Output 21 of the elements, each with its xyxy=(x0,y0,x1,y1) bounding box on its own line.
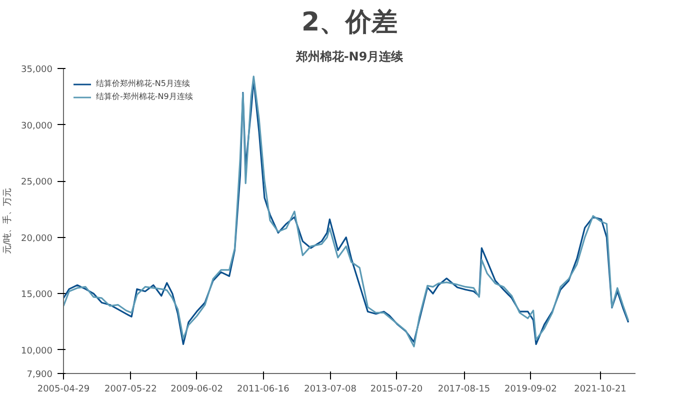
legend-label: 结算价郑州棉花-N5月连续 xyxy=(96,78,190,89)
y-tick-label: 35,000 xyxy=(21,65,53,75)
chart-title: 2、价差 xyxy=(301,8,398,38)
x-tick-label: 2019-09-02 xyxy=(504,384,557,394)
x-tick-label: 2015-07-20 xyxy=(370,384,423,394)
chart-subtitle: 郑州棉花-N9月连续 xyxy=(294,50,404,64)
x-tick-label: 2011-06-16 xyxy=(237,384,290,394)
x-tick-label: 2013-07-08 xyxy=(304,384,357,394)
y-axis-title: 元/吨、手、万元 xyxy=(2,188,14,254)
y-tick-label: 15,000 xyxy=(21,290,53,300)
y-tick-label: 20,000 xyxy=(21,234,53,244)
x-tick-label: 2007-05-22 xyxy=(104,384,157,394)
x-tick-label: 2009-06-02 xyxy=(170,384,223,394)
y-tick-label: 7,900 xyxy=(26,370,53,380)
x-tick-label: 2021-10-21 xyxy=(574,384,626,394)
y-tick-label: 30,000 xyxy=(21,121,53,132)
y-tick-label: 25,000 xyxy=(21,178,53,188)
x-tick-label: 2017-08-15 xyxy=(438,384,490,394)
legend-label: 结算价-郑州棉花-N9月连续 xyxy=(96,91,193,102)
x-tick-label: 2005-04-29 xyxy=(37,384,90,394)
y-tick-label: 10,000 xyxy=(21,346,53,356)
